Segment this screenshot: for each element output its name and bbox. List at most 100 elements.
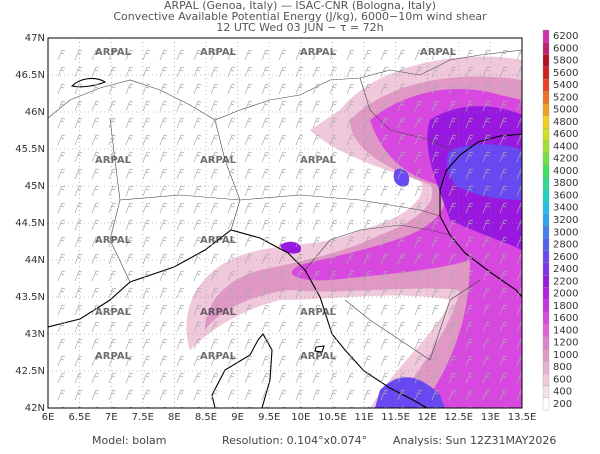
wind-barb	[465, 185, 474, 197]
colorbar-label: 5800	[553, 56, 578, 67]
cape-field	[186, 56, 522, 408]
wind-barb	[278, 134, 287, 146]
wind-barb	[414, 100, 423, 112]
wind-barb	[329, 372, 338, 384]
colorbar-swatch	[542, 348, 550, 362]
wind-barb	[278, 49, 287, 61]
colorbar-label: 4000	[553, 166, 578, 177]
wind-barb	[414, 287, 423, 299]
wind-barb	[346, 253, 355, 265]
wind-barb	[431, 355, 440, 367]
wind-barb	[159, 338, 168, 350]
wind-barb	[482, 219, 491, 231]
wind-barb	[465, 321, 474, 333]
wind-barb	[74, 219, 83, 231]
wind-barb	[227, 321, 236, 333]
wind-barb	[210, 168, 219, 180]
colorbar-swatch	[542, 164, 550, 178]
wind-barb	[193, 100, 202, 112]
wind-barb	[261, 253, 270, 265]
wind-barb	[210, 338, 219, 350]
wind-barb	[312, 117, 321, 129]
wind-barb	[125, 66, 134, 78]
wind-barb	[176, 304, 185, 316]
colorbar-swatch	[542, 152, 550, 165]
wind-barb	[176, 202, 185, 214]
wind-barb	[142, 287, 151, 299]
wind-barb	[91, 49, 100, 61]
wind-barb	[125, 270, 134, 282]
wind-barb	[431, 202, 440, 214]
colorbar-swatch	[542, 189, 550, 202]
elba	[314, 345, 325, 353]
colorbar-label: 800	[553, 362, 572, 373]
wind-barb	[210, 287, 219, 299]
wind-barb	[125, 287, 134, 299]
x-tick-label: 12E	[418, 412, 437, 423]
colorbar-swatch	[542, 176, 550, 190]
wind-barb	[346, 66, 355, 78]
wind-barb	[329, 185, 338, 197]
wind-barb	[244, 338, 253, 350]
colorbar-swatch	[542, 275, 550, 288]
colorbar-swatch	[542, 225, 550, 239]
wind-barb	[380, 117, 389, 129]
wind-barb	[125, 321, 134, 333]
colorbar-label: 600	[553, 374, 572, 385]
wind-barb	[312, 287, 321, 299]
watermark: ARPAL	[300, 47, 337, 58]
watermark: ARPAL	[95, 235, 132, 246]
wind-barb	[312, 372, 321, 384]
wind-barb	[397, 253, 406, 265]
wind-barb	[278, 151, 287, 163]
wind-barb	[57, 168, 66, 180]
wind-barb	[125, 100, 134, 112]
wind-barb	[193, 168, 202, 180]
wind-barb	[482, 151, 491, 163]
wind-barb	[397, 83, 406, 95]
colorbar-label: 5400	[553, 80, 578, 91]
wind-barb	[278, 66, 287, 78]
wind-barb	[380, 49, 389, 61]
wind-barb	[261, 202, 270, 214]
wind-barb	[414, 134, 423, 146]
wind-barb	[295, 304, 304, 316]
wind-barb	[261, 185, 270, 197]
colorbar-swatch	[542, 299, 550, 313]
wind-barb	[278, 253, 287, 265]
wind-barb	[193, 355, 202, 367]
wind-barb	[261, 338, 270, 350]
wind-barb	[346, 117, 355, 129]
watermark: ARPAL	[300, 351, 337, 362]
wind-barb	[261, 168, 270, 180]
wind-barb	[176, 185, 185, 197]
wind-barb	[193, 83, 202, 95]
wind-barb	[431, 287, 440, 299]
wind-barb	[482, 168, 491, 180]
wind-barb	[278, 202, 287, 214]
wind-barb	[346, 270, 355, 282]
wind-barb	[108, 270, 117, 282]
wind-barb	[176, 117, 185, 129]
wind-barb	[312, 270, 321, 282]
wind-barb	[499, 338, 508, 350]
wind-barb	[227, 100, 236, 112]
wind-barb	[414, 236, 423, 248]
wind-barb	[108, 151, 117, 163]
wind-barb	[499, 83, 508, 95]
wind-barb	[431, 100, 440, 112]
wind-barb	[125, 168, 134, 180]
wind-barb	[91, 304, 100, 316]
wind-barb	[74, 151, 83, 163]
wind-barb	[312, 151, 321, 163]
wind-barb	[74, 372, 83, 384]
wind-barb	[278, 100, 287, 112]
colorbar-swatch	[542, 115, 550, 129]
wind-barb	[108, 134, 117, 146]
x-tick-label: 10E	[291, 412, 310, 423]
wind-barb	[329, 338, 338, 350]
wind-barb	[363, 236, 372, 248]
wind-barb	[397, 66, 406, 78]
wind-barb	[482, 372, 491, 384]
wind-barb	[414, 304, 423, 316]
